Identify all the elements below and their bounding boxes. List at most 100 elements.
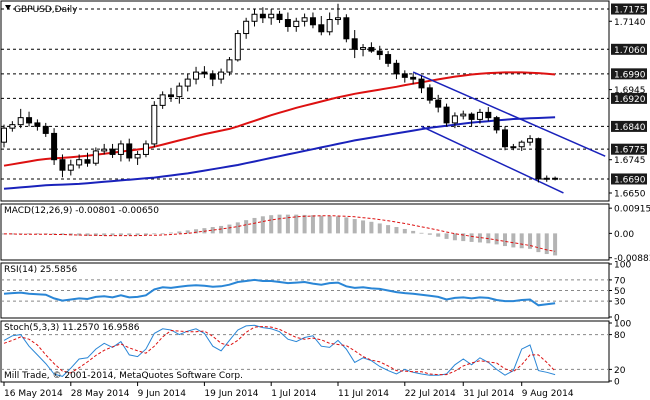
candle-body xyxy=(451,115,458,124)
candle xyxy=(142,140,149,158)
time-tick-label: 1 Jul 2014 xyxy=(271,389,316,399)
macd-bar xyxy=(310,215,315,234)
level-tag xyxy=(611,173,647,185)
candle-body xyxy=(468,113,475,120)
macd-bar xyxy=(227,224,232,234)
macd-bar xyxy=(361,220,366,234)
ma-slow-line xyxy=(3,116,556,190)
macd-bar xyxy=(544,233,549,255)
candle-body xyxy=(218,71,225,80)
candle-body xyxy=(418,78,425,89)
candle-body xyxy=(301,17,308,22)
stoch-main-line xyxy=(3,324,556,377)
time-axis: 16 May 2014 28 May 2014 9 Jun 2014 19 Jun 2… xyxy=(3,382,574,399)
candle xyxy=(59,154,66,178)
time-tick-label: 11 Jul 2014 xyxy=(338,389,389,399)
candle xyxy=(309,12,316,29)
rsi-tick-label: 70 xyxy=(614,276,626,286)
time-tick-label: 22 Jul 2014 xyxy=(405,389,456,399)
stoch-signal-line xyxy=(3,325,556,376)
stoch-tick-label: 20 xyxy=(614,366,626,376)
candle-body xyxy=(84,159,91,164)
candle-body xyxy=(126,143,133,159)
stoch-pane-frame xyxy=(0,320,610,383)
candle-body xyxy=(410,76,417,80)
macd-bar xyxy=(469,233,474,242)
level-tag-label: 1.7060 xyxy=(614,46,646,56)
candle xyxy=(351,30,358,59)
candle xyxy=(552,176,559,181)
candle-body xyxy=(443,106,450,124)
candle-body xyxy=(351,38,358,50)
level-tag-label: 1.7175 xyxy=(614,6,646,16)
candle xyxy=(393,59,400,80)
macd-bar xyxy=(302,214,307,234)
time-tick-label: 28 May 2014 xyxy=(71,389,130,399)
price-tick-label: 1.6650 xyxy=(614,189,646,199)
candle xyxy=(34,119,41,131)
macd-bar xyxy=(127,233,132,236)
macd-bar xyxy=(477,233,482,243)
candle-body xyxy=(385,54,392,64)
candle-body xyxy=(92,150,99,164)
candle-body xyxy=(318,24,325,33)
channel-lower-line xyxy=(421,125,564,194)
level-tag-label: 1.6840 xyxy=(614,123,646,133)
time-tick-label: 31 Jul 2014 xyxy=(463,389,514,399)
candle xyxy=(101,143,108,155)
candle xyxy=(259,7,266,24)
level-tag xyxy=(611,120,647,132)
candle xyxy=(368,42,375,53)
macd-bar xyxy=(344,217,349,234)
candle xyxy=(485,107,492,122)
candle-body xyxy=(485,111,492,119)
candle-body xyxy=(109,148,116,155)
time-tick-label: 9 Aug 2014 xyxy=(522,389,574,399)
candle-body xyxy=(535,138,542,180)
macd-bar xyxy=(10,233,15,235)
macd-bar xyxy=(369,221,374,234)
candle xyxy=(168,87,174,102)
macd-bar xyxy=(519,233,524,249)
stoch-tick-label: 100 xyxy=(614,320,631,330)
candle-body xyxy=(234,33,241,61)
macd-bar xyxy=(135,233,140,236)
candle-body xyxy=(151,104,158,145)
macd-tick-label: 0.00915 xyxy=(614,205,650,215)
candle xyxy=(243,17,250,39)
level-tag xyxy=(611,3,647,15)
candle xyxy=(535,137,542,183)
macd-bar xyxy=(411,230,416,234)
chart-title: GBPUSD,Daily xyxy=(14,5,78,15)
candle-body xyxy=(518,141,525,148)
macd-bar xyxy=(143,233,148,236)
macd-bar xyxy=(194,229,199,234)
price-tick-label: 1.6945 xyxy=(614,86,646,96)
stoch-tick-label: 0 xyxy=(614,378,620,388)
candle-body xyxy=(42,125,49,134)
candle xyxy=(159,91,166,109)
candle-body xyxy=(426,87,433,101)
candle-body xyxy=(9,124,16,129)
level-tag xyxy=(611,92,647,104)
rsi-tick-label: 30 xyxy=(614,298,626,308)
candle xyxy=(493,115,500,134)
candle-body xyxy=(134,153,141,159)
candle-body xyxy=(251,13,258,22)
candle xyxy=(84,152,91,167)
candle-body xyxy=(17,117,24,126)
macd-bar xyxy=(386,225,391,234)
candle xyxy=(460,110,467,120)
candle xyxy=(268,9,275,25)
candle xyxy=(209,70,216,87)
candle xyxy=(276,10,283,24)
macd-bar xyxy=(402,228,407,234)
level-tag-label: 1.6775 xyxy=(614,146,646,156)
candle xyxy=(301,13,308,27)
macd-bar xyxy=(252,217,257,234)
candle xyxy=(335,3,341,25)
candle xyxy=(360,44,367,57)
